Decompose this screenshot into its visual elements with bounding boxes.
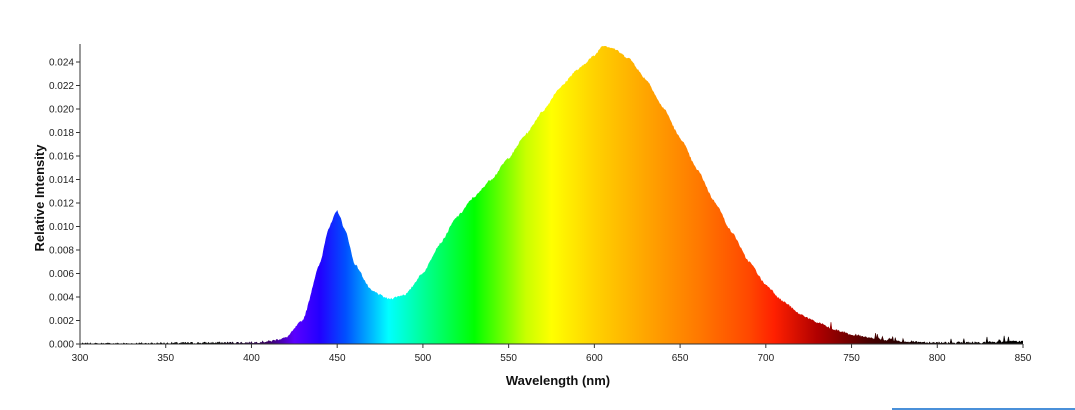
y-tick-label: 0.010 [49, 222, 74, 233]
y-axis-title: Relative Intensity [32, 144, 47, 252]
y-tick-label: 0.024 [49, 58, 74, 69]
y-tick-label: 0.000 [49, 340, 74, 351]
y-tick-label: 0.016 [49, 152, 74, 163]
y-tick-label: 0.008 [49, 246, 74, 257]
y-axis-ticks: 0.000 0.002 0.004 0.006 0.008 0.010 0.012 0.014… [49, 58, 80, 351]
x-axis-title: Wavelength (nm) [506, 373, 610, 388]
y-tick-label: 0.018 [49, 128, 74, 139]
y-tick-label: 0.020 [49, 105, 74, 116]
y-tick-label: 0.004 [49, 293, 74, 304]
x-tick-label: 850 [1015, 353, 1032, 364]
footer-divider [892, 408, 1075, 410]
y-tick-label: 0.012 [49, 199, 74, 210]
axes [79, 44, 1023, 345]
x-tick-label: 450 [329, 353, 346, 364]
x-axis-ticks: 300 350 400 450 500 550 600 650 700 750 800 850 [72, 344, 1032, 364]
y-tick-label: 0.006 [49, 269, 74, 280]
x-tick-label: 750 [843, 353, 860, 364]
y-tick-label: 0.002 [49, 316, 74, 327]
x-tick-label: 300 [72, 353, 89, 364]
x-tick-label: 700 [757, 353, 774, 364]
x-tick-label: 400 [243, 353, 260, 364]
y-tick-label: 0.014 [49, 175, 74, 186]
x-tick-label: 350 [157, 353, 174, 364]
y-tick-label: 0.022 [49, 81, 74, 92]
spectrum-outline [80, 45, 1024, 345]
x-tick-label: 600 [586, 353, 603, 364]
x-tick-label: 800 [929, 353, 946, 364]
x-tick-label: 500 [415, 353, 432, 364]
x-tick-label: 550 [500, 353, 517, 364]
plot-area [80, 45, 1024, 345]
x-tick-label: 650 [672, 353, 689, 364]
spectrum-area [80, 46, 1023, 344]
